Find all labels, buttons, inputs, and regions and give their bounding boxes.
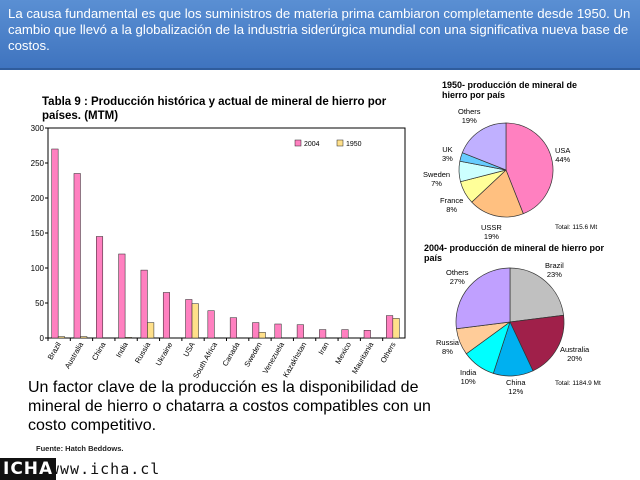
- source-note: Fuente: Hatch Beddows.: [36, 444, 124, 453]
- legend-label-1950: 1950: [346, 141, 362, 148]
- bar-2004-brazil: [51, 148, 59, 339]
- bar-2004-iran: [319, 329, 327, 339]
- pie-2004-total: Total: 1184.9 Mt: [555, 380, 601, 387]
- legend-swatch-2004: [294, 139, 302, 147]
- pie-2004-label-russia: Russia 8%: [436, 338, 459, 356]
- bar-1950-sweden: [258, 332, 266, 339]
- bar-2004-mexico: [341, 329, 349, 339]
- pie-1950-title: 1950- producción de mineral de hierro po…: [442, 80, 578, 100]
- pie-2004-title: 2004- producción de mineral de hierro po…: [424, 243, 605, 263]
- footer-url[interactable]: www.icha.cl: [50, 460, 161, 478]
- bar-2004-canada: [229, 317, 237, 339]
- pie-1950-label-france: France 8%: [440, 196, 464, 214]
- icha-logo: ICHA: [0, 458, 57, 480]
- y-tick-label: 150: [31, 229, 45, 238]
- bar-2004-ukraine: [162, 292, 170, 339]
- pie-2004-label-china: China 12%: [506, 378, 526, 396]
- header-banner: La causa fundamental es que los suminist…: [0, 0, 640, 70]
- key-factor-text: Un factor clave de la producción es la d…: [28, 379, 431, 434]
- legend-swatch-1950: [336, 139, 344, 147]
- pie-1950-total: Total: 115.6 Mt: [555, 224, 598, 231]
- bar-2004-venezuela: [274, 323, 282, 339]
- pie-2004-label-australia: Australia 20%: [560, 345, 590, 363]
- y-tick-label: 0: [40, 334, 45, 343]
- pie-1950-label-others: Others 19%: [458, 107, 481, 125]
- pie-2004-slice-australia: [509, 314, 565, 372]
- bar-1950-others: [392, 318, 400, 339]
- pie-1950-label-sweden: Sweden 7%: [423, 170, 451, 188]
- bar-1950-usa: [191, 303, 199, 339]
- pie-1950-label-usa: USA 44%: [555, 146, 571, 164]
- header-text: La causa fundamental es que los suminist…: [8, 6, 631, 53]
- bar-2004-south-africa: [207, 310, 215, 339]
- pie-1950-label-ussr: USSR 19%: [481, 223, 502, 241]
- y-tick-label: 250: [31, 159, 45, 168]
- bar-2004-australia: [73, 173, 81, 339]
- bar-2004-sweden: [252, 322, 260, 339]
- pie-2004-label-others: Others 27%: [446, 268, 469, 286]
- bar-2004-mauritania: [363, 330, 371, 339]
- bar-1950-russia: [147, 322, 155, 339]
- pie-1950-slice-ussr: [471, 169, 524, 218]
- y-tick-label: 100: [31, 264, 45, 273]
- y-tick-label: 200: [31, 194, 45, 203]
- pie-2004-slice-others: [455, 267, 511, 330]
- bar-1950-australia: [80, 336, 88, 339]
- pie-2004-label-india: India 10%: [460, 368, 477, 386]
- bar-1950-india: [124, 337, 132, 339]
- bar-2004-russia: [140, 269, 148, 339]
- y-tick-label: 300: [31, 124, 45, 133]
- pie-2004-slice-brazil: [509, 267, 564, 323]
- bar-1950-brazil: [57, 336, 65, 339]
- pie-1950-slice-others: [461, 122, 507, 171]
- bar-chart-title: Tabla 9 : Producción histórica y actual …: [42, 96, 387, 122]
- bar-2004-kazakhstan: [296, 324, 304, 339]
- legend-label-2004: 2004: [304, 141, 320, 148]
- y-tick-label: 50: [35, 299, 44, 308]
- pie-1950-label-uk: UK 3%: [442, 145, 453, 163]
- bar-2004-india: [118, 253, 126, 339]
- pie-1950-slice-usa: [505, 122, 554, 215]
- bar-2004-china: [96, 236, 104, 339]
- pie-2004-label-brazil: Brazil 23%: [545, 261, 564, 279]
